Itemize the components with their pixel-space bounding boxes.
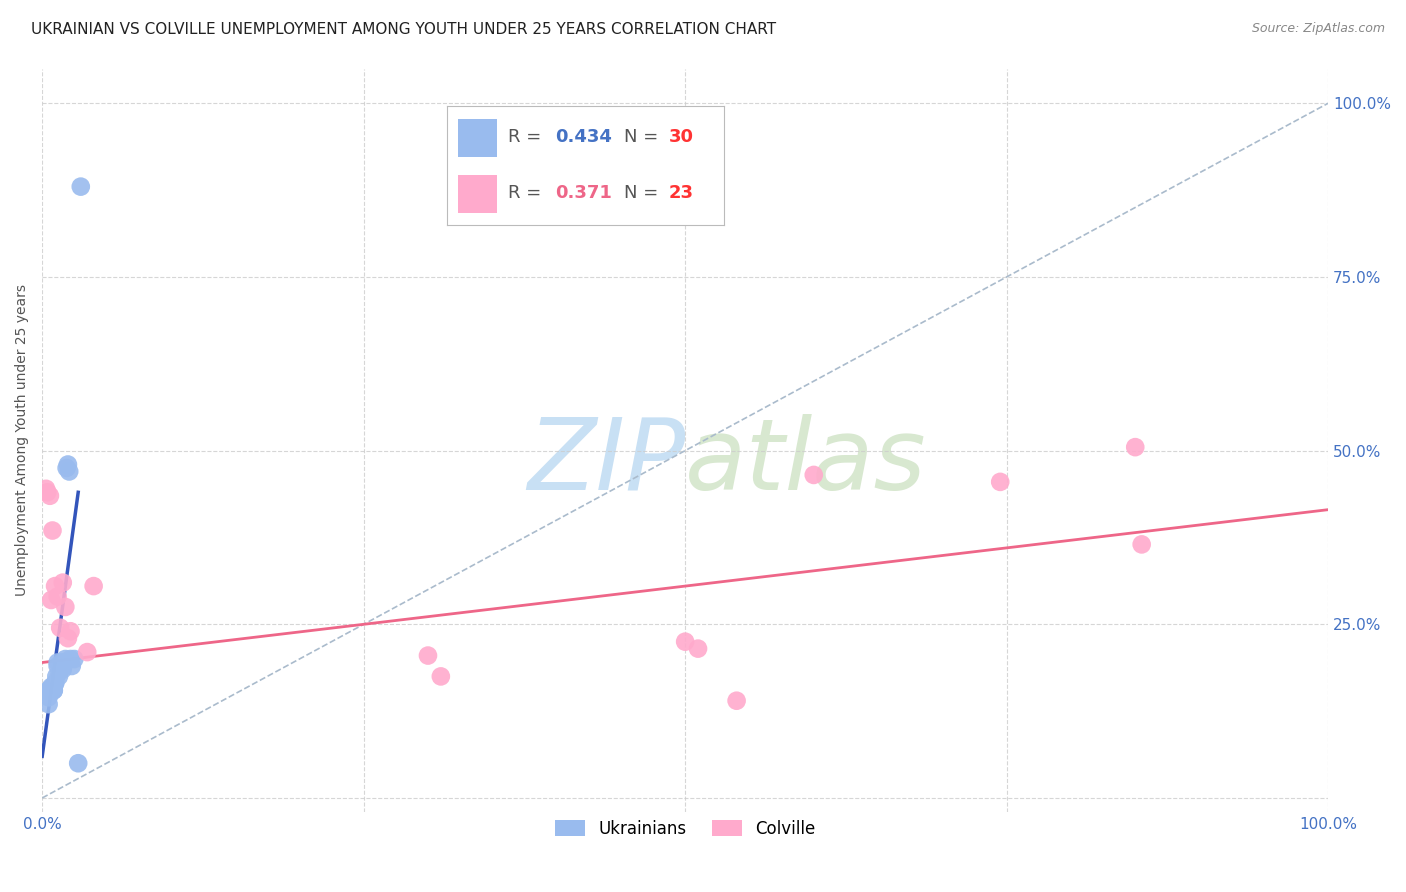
Point <box>69 179 91 194</box>
Text: atlas: atlas <box>685 414 927 511</box>
Point <box>76 645 98 659</box>
Point <box>38 683 60 698</box>
Point <box>53 656 76 670</box>
Point <box>35 482 58 496</box>
Point <box>56 458 79 472</box>
Point <box>44 579 66 593</box>
Point <box>55 461 77 475</box>
Point <box>38 683 60 698</box>
Text: UKRAINIAN VS COLVILLE UNEMPLOYMENT AMONG YOUTH UNDER 25 YEARS CORRELATION CHART: UKRAINIAN VS COLVILLE UNEMPLOYMENT AMONG… <box>31 22 776 37</box>
Point <box>58 465 80 479</box>
Legend: Ukrainians, Colville: Ukrainians, Colville <box>548 814 823 845</box>
Point <box>56 631 79 645</box>
Point <box>1130 537 1153 551</box>
Point <box>44 676 66 690</box>
Point <box>48 669 70 683</box>
Point <box>38 489 60 503</box>
Point <box>430 669 453 683</box>
Point <box>803 467 825 482</box>
Point <box>39 593 62 607</box>
Point <box>39 683 62 698</box>
Point <box>46 656 69 670</box>
Point <box>63 652 86 666</box>
Point <box>49 663 72 677</box>
Point <box>38 683 60 698</box>
Point <box>725 694 748 708</box>
Point <box>44 676 66 690</box>
Point <box>83 579 105 593</box>
Point <box>686 641 709 656</box>
Point <box>67 756 90 771</box>
Text: ZIP: ZIP <box>527 414 685 511</box>
Point <box>39 680 62 694</box>
Point <box>46 659 69 673</box>
Point <box>45 669 67 683</box>
Point <box>37 485 59 500</box>
Point <box>53 652 76 666</box>
Point <box>59 624 82 639</box>
Point <box>59 652 82 666</box>
Point <box>41 524 63 538</box>
Point <box>42 683 65 698</box>
Point <box>52 575 75 590</box>
Text: Source: ZipAtlas.com: Source: ZipAtlas.com <box>1251 22 1385 36</box>
Point <box>38 697 60 711</box>
Point <box>42 683 65 698</box>
Point <box>673 634 696 648</box>
Point <box>60 659 83 673</box>
Point <box>41 680 63 694</box>
Point <box>988 475 1011 489</box>
Point <box>52 659 75 673</box>
Point <box>52 663 75 677</box>
Point <box>46 590 69 604</box>
Point <box>1123 440 1146 454</box>
Point <box>53 599 76 614</box>
Point <box>51 656 73 670</box>
Point <box>49 621 72 635</box>
Point <box>416 648 439 663</box>
Point <box>38 690 60 705</box>
Y-axis label: Unemployment Among Youth under 25 years: Unemployment Among Youth under 25 years <box>15 285 30 596</box>
